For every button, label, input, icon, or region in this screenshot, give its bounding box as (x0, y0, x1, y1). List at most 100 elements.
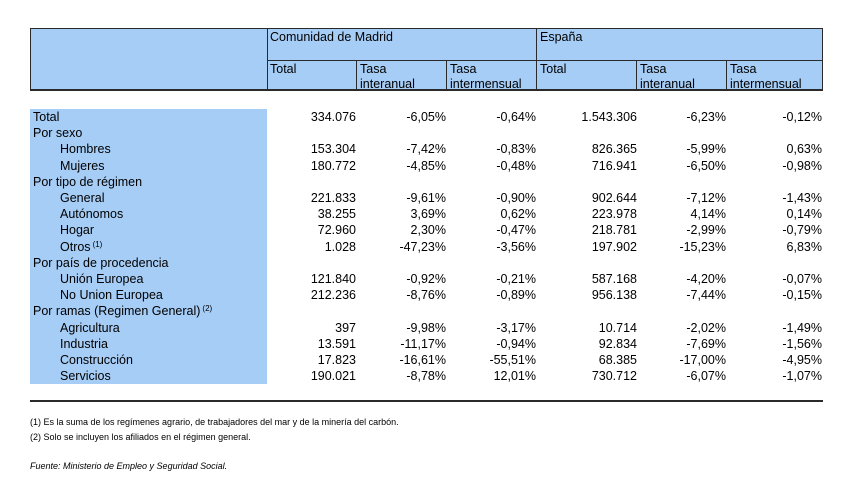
cell-value: -7,44% (686, 288, 726, 303)
row-label: Autónomos (60, 207, 124, 222)
cell-value: -2,02% (686, 320, 726, 335)
table-row: Servicios 190.021 -8,78% 12,01% 730.712 -6,07… (0, 368, 864, 384)
cell-value: -1,43% (782, 191, 822, 205)
cell-value: -0,21% (496, 272, 536, 286)
cell-value: 212.236 (310, 288, 356, 303)
cell-value: -1,49% (782, 320, 822, 335)
cell-value: -0,83% (496, 142, 536, 157)
cell-value: -6,07% (686, 369, 726, 384)
col-header-total-spain: Total (540, 62, 567, 76)
cell-value: 0,62% (500, 207, 536, 222)
cell-value: -4,95% (782, 353, 822, 367)
cell-value: 180.772 (310, 158, 356, 173)
cell-value: -11,17% (400, 336, 446, 351)
cell-value: 2,30% (410, 223, 446, 238)
cell-value: 13.591 (317, 336, 356, 351)
cell-value: -1,56% (782, 336, 822, 351)
cell-value: 1.028 (324, 239, 356, 254)
row-label: General (60, 191, 105, 205)
table-row: Autónomos 38.255 3,69% 0,62% 223.978 4,14% 0,1… (0, 206, 864, 222)
col-header-interanual-spain: Tasa interanual (640, 62, 695, 91)
cell-value: 334.076 (310, 110, 356, 124)
cell-value: -4,85% (406, 158, 446, 173)
row-label: Mujeres (60, 158, 105, 173)
table-row: Por ramas (Regimen General) (2) (0, 303, 864, 319)
footnote-ref: (2) (202, 304, 213, 314)
cell-value: -9,98% (406, 320, 446, 335)
cell-value: 10.714 (598, 320, 637, 335)
table-row: Mujeres 180.772 -4,85% -0,48% 716.941 -6,50% -… (0, 158, 864, 174)
row-label: Hogar (60, 223, 95, 238)
header-border (356, 60, 357, 91)
cell-value: -16,61% (399, 353, 446, 367)
col-header-total-madrid: Total (270, 62, 297, 76)
cell-value: 190.021 (310, 369, 356, 384)
header-border (726, 60, 727, 91)
table-row: Hombres 153.304 -7,42% -0,83% 826.365 -5,99% 0… (0, 141, 864, 157)
footnote-ref: (1) (92, 239, 103, 249)
header-divider (267, 60, 823, 61)
cell-value: 17.823 (317, 353, 356, 367)
cell-value: -0,15% (782, 288, 822, 303)
cell-value: -6,50% (686, 158, 726, 173)
cell-value: 197.902 (591, 239, 637, 254)
cell-value: -6,23% (686, 110, 726, 124)
col-header-intermensual-madrid: Tasa intermensual (450, 62, 522, 91)
table-header (30, 28, 823, 91)
cell-value: -17,00% (679, 353, 726, 367)
table-bottom-rule (30, 400, 823, 402)
cell-value: 68.385 (598, 353, 637, 367)
row-label: No Union Europea (60, 288, 163, 303)
row-label: Total (33, 110, 60, 124)
cell-value: -7,69% (686, 336, 726, 351)
cell-value: -8,78% (406, 369, 446, 384)
col-header-intermensual-spain: Tasa intermensual (730, 62, 802, 91)
cell-value: 12,01% (493, 369, 536, 384)
table-row: Por tipo de régimen (0, 174, 864, 190)
label-column-band (30, 109, 267, 384)
table-row: General 221.833 -9,61% -0,90% 902.644 -7,12% -… (0, 190, 864, 206)
row-label: Unión Europea (60, 272, 144, 286)
row-label: Agricultura (60, 320, 120, 335)
cell-value: -0,98% (782, 158, 822, 173)
cell-value: 902.644 (591, 191, 637, 205)
cell-value: -0,12% (782, 110, 822, 124)
cell-value: 153.304 (310, 142, 356, 157)
cell-value: -0,90% (496, 191, 536, 205)
row-label: Por ramas (Regimen General) (2) (33, 304, 213, 319)
row-label: Servicios (60, 369, 111, 384)
table-row: Hogar 72.960 2,30% -0,47% 218.781 -2,99% -0,79… (0, 222, 864, 238)
cell-value: -0,48% (496, 158, 536, 173)
table-row: Por país de procedencia (0, 255, 864, 271)
cell-value: -7,42% (406, 142, 446, 157)
header-border (636, 60, 637, 91)
cell-value: -2,99% (686, 223, 726, 238)
cell-value: 92.834 (598, 336, 637, 351)
row-label: Construcción (60, 353, 133, 367)
header-border (446, 60, 447, 91)
cell-value: -55,51% (489, 353, 536, 367)
cell-value: 397 (335, 320, 356, 335)
cell-value: -0,94% (496, 336, 536, 351)
row-label: Industria (60, 336, 108, 351)
cell-value: -0,79% (782, 223, 822, 238)
cell-value: -47,23% (399, 239, 446, 254)
cell-value: -0,47% (496, 223, 536, 238)
cell-value: 218.781 (591, 223, 637, 238)
row-label: Por sexo (33, 126, 83, 141)
col-header-interanual-madrid: Tasa interanual (360, 62, 415, 91)
cell-value: 0,14% (786, 207, 822, 222)
row-label: Otros (1) (60, 239, 103, 254)
cell-value: 221.833 (310, 191, 356, 205)
table-row: Agricultura 397 -9,98% -3,17% 10.714 -2,02% -1… (0, 320, 864, 336)
table-row: Total 334.076 -6,05% -0,64% 1.543.306 -6,23% -… (0, 109, 864, 125)
cell-value: -6,05% (406, 110, 446, 124)
cell-value: 4,14% (690, 207, 726, 222)
cell-value: 587.168 (591, 272, 637, 286)
cell-value: -9,61% (406, 191, 446, 205)
cell-value: 1.543.306 (581, 110, 637, 124)
cell-value: 3,69% (410, 207, 446, 222)
table-row: Otros (1) 1.028 -47,23% -3,56% 197.902 -15,23%… (0, 239, 864, 255)
cell-value: -3,56% (496, 239, 536, 254)
cell-value: -1,07% (782, 369, 822, 384)
